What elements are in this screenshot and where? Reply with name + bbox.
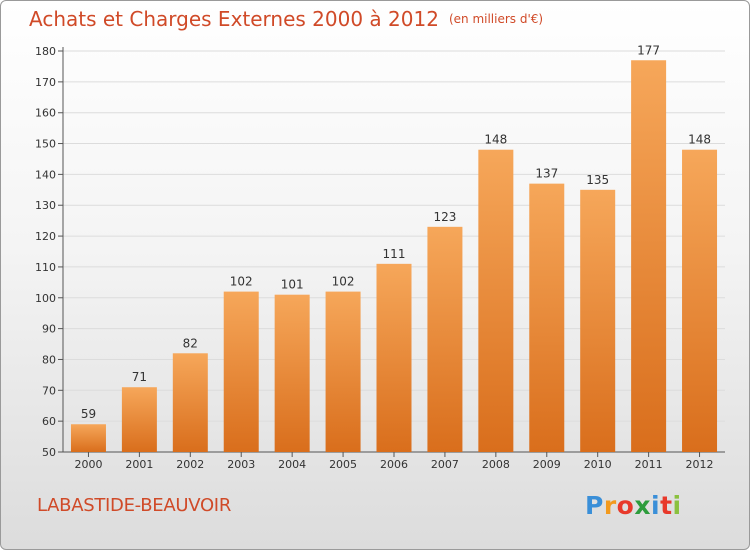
logo-letter: r bbox=[603, 491, 617, 520]
y-tick-label: 120 bbox=[35, 230, 56, 243]
data-label: 148 bbox=[484, 133, 507, 147]
chart-title: Achats et Charges Externes 2000 à 2012 (e… bbox=[29, 7, 543, 31]
bar-2012 bbox=[682, 149, 718, 452]
x-tick-label: 2005 bbox=[329, 458, 357, 471]
bar-2008 bbox=[478, 149, 514, 452]
x-tick-label: 2000 bbox=[74, 458, 102, 471]
title-unit: (en milliers d'€) bbox=[448, 12, 544, 26]
bar-2001 bbox=[121, 387, 157, 452]
data-label: 111 bbox=[383, 247, 406, 261]
x-tick-label: 2010 bbox=[584, 458, 612, 471]
x-tick-label: 2008 bbox=[482, 458, 510, 471]
data-label: 135 bbox=[586, 173, 609, 187]
data-label: 102 bbox=[332, 275, 355, 289]
x-tick-label: 2007 bbox=[431, 458, 459, 471]
y-tick-label: 70 bbox=[42, 384, 56, 397]
logo-letter: t bbox=[660, 491, 673, 520]
bar-2003 bbox=[223, 291, 259, 452]
y-tick-label: 90 bbox=[42, 323, 56, 336]
data-label: 177 bbox=[637, 43, 660, 57]
bar-2002 bbox=[172, 353, 208, 452]
x-tick-label: 2002 bbox=[176, 458, 204, 471]
data-label: 148 bbox=[688, 133, 711, 147]
bar-2004 bbox=[274, 294, 310, 452]
bar-2005 bbox=[325, 291, 361, 452]
bar-2010 bbox=[580, 189, 616, 453]
y-tick-label: 100 bbox=[35, 292, 56, 305]
title-text: Achats et Charges Externes 2000 à 2012 bbox=[29, 7, 439, 31]
logo-letter: P bbox=[585, 491, 604, 520]
y-tick-label: 80 bbox=[42, 353, 56, 366]
data-label: 137 bbox=[535, 167, 558, 181]
data-label: 102 bbox=[230, 275, 253, 289]
y-tick-label: 180 bbox=[35, 45, 56, 58]
data-label: 101 bbox=[281, 278, 304, 292]
y-tick-label: 110 bbox=[35, 261, 56, 274]
y-tick-label: 50 bbox=[42, 446, 56, 459]
x-tick-label: 2009 bbox=[533, 458, 561, 471]
y-tick-label: 150 bbox=[35, 138, 56, 151]
y-tick-label: 160 bbox=[35, 107, 56, 120]
logo-letter: o bbox=[616, 491, 635, 520]
y-tick-label: 170 bbox=[35, 76, 56, 89]
x-tick-label: 2011 bbox=[635, 458, 663, 471]
proxiti-logo[interactable]: Proxiti bbox=[585, 491, 682, 520]
logo-letter: i bbox=[672, 491, 682, 520]
data-label: 82 bbox=[183, 336, 198, 350]
logo-letter: i bbox=[651, 491, 661, 520]
bar-2011 bbox=[631, 60, 667, 452]
y-tick-label: 130 bbox=[35, 199, 56, 212]
x-tick-label: 2012 bbox=[686, 458, 714, 471]
x-tick-label: 2003 bbox=[227, 458, 255, 471]
data-label: 71 bbox=[132, 370, 147, 384]
x-tick-label: 2004 bbox=[278, 458, 306, 471]
logo-letter: x bbox=[634, 491, 651, 520]
data-label: 59 bbox=[81, 407, 96, 421]
x-tick-label: 2001 bbox=[125, 458, 153, 471]
x-tick-label: 2006 bbox=[380, 458, 408, 471]
y-tick-label: 140 bbox=[35, 168, 56, 181]
bar-2000 bbox=[70, 424, 106, 452]
y-tick-label: 60 bbox=[42, 415, 56, 428]
city-name: LABASTIDE-BEAUVOIR bbox=[37, 495, 232, 516]
bar-2006 bbox=[376, 263, 412, 452]
data-label: 123 bbox=[433, 210, 456, 224]
bar-2007 bbox=[427, 226, 463, 452]
bar-2009 bbox=[529, 183, 565, 452]
